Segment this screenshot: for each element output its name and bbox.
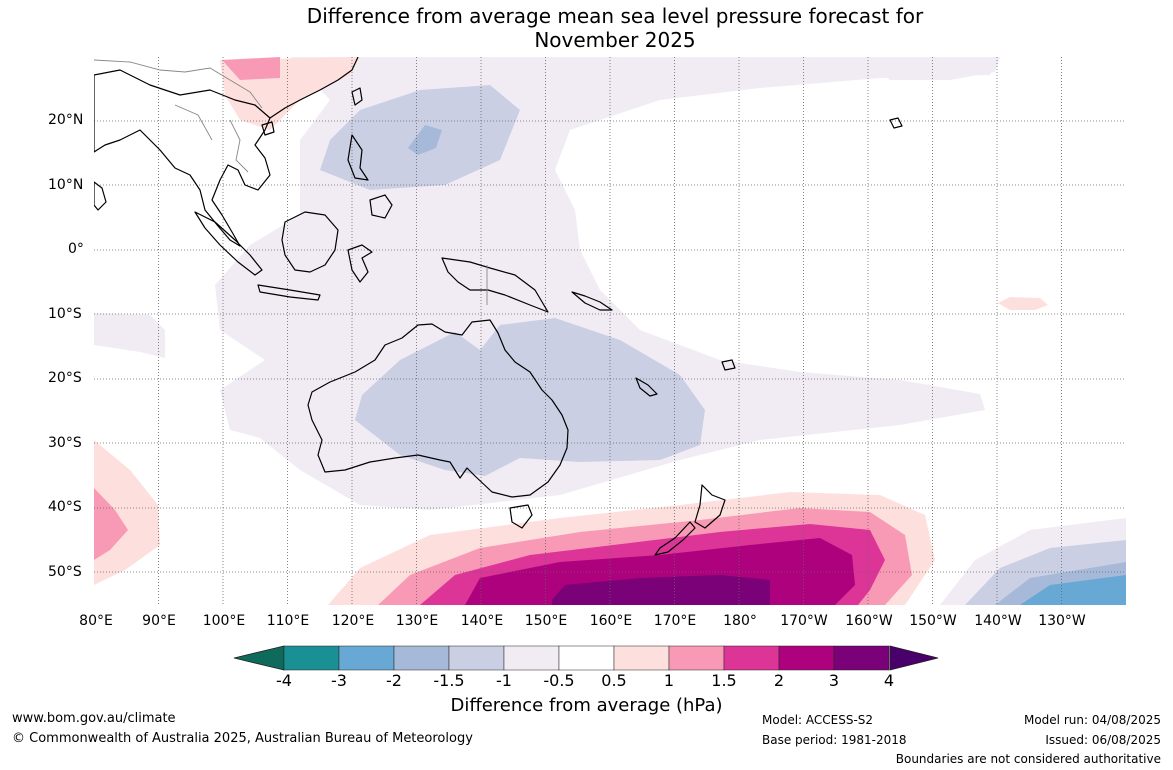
anomaly-region-neg2-southeast: [1020, 575, 1126, 605]
base-period-text: Base period: 1981-2018: [762, 733, 907, 747]
coastline-sumatra: [194, 211, 263, 276]
colorbar-label: 1: [663, 671, 675, 690]
colorbar-extend-low: [233, 645, 285, 671]
anomaly-region-neg05-west: [94, 313, 165, 358]
colorbar-label: 3: [828, 671, 840, 690]
colorbar-label: -0.5: [543, 671, 575, 690]
colorbar-label: 0.5: [601, 671, 627, 690]
coastline-new-zealand-north: [694, 484, 726, 529]
coastline-australia: [307, 319, 569, 498]
lat-label-10s: 10°S: [48, 306, 82, 322]
colorbar: [233, 645, 939, 671]
colorbar-cell: [558, 645, 615, 671]
coastline-java: [257, 284, 321, 301]
coastline-fiji: [721, 359, 736, 371]
colorbar-cell: [833, 645, 890, 671]
anomaly-region-neg05-pacific: [870, 57, 1000, 80]
website-link[interactable]: www.bom.gov.au/climate: [12, 711, 176, 726]
lon-label-140w: 140°W: [974, 613, 1022, 629]
lon-label-150w: 150°W: [909, 613, 957, 629]
model-text: Model: ACCESS-S2: [762, 713, 874, 727]
coastline-philippines-mindanao: [369, 194, 393, 219]
colorbar-label: -3: [331, 671, 347, 690]
coastline-sulawesi: [347, 244, 373, 283]
lat-label-30s: 30°S: [48, 435, 82, 451]
anomaly-region-pos05-pacific: [998, 297, 1048, 310]
coastline-new-zealand-south: [654, 521, 696, 556]
lat-label-equator: 0°: [68, 241, 84, 257]
colorbar-label: -2: [386, 671, 402, 690]
coastline-asia-mainland: [94, 69, 271, 247]
lon-label-130e: 130°E: [395, 613, 439, 629]
colorbar-cell: [723, 645, 780, 671]
colorbar-cell: [668, 645, 725, 671]
colorbar-label: 4: [883, 671, 895, 690]
country-borders: [94, 59, 488, 305]
anomaly-region-pos1-southwest: [94, 488, 128, 560]
lon-label-170e: 170°E: [653, 613, 697, 629]
lon-label-180: 180°: [723, 613, 757, 629]
colorbar-label: -4: [276, 671, 292, 690]
map-area: [94, 57, 1126, 605]
title-line-2: November 2025: [534, 28, 696, 52]
anomaly-region-pos3-south: [552, 575, 770, 605]
lat-label-20n: 20°N: [48, 112, 84, 128]
copyright-text: © Commonwealth of Australia 2025, Austra…: [12, 731, 473, 746]
colorbar-cell: [448, 645, 505, 671]
colorbar-cell: [393, 645, 450, 671]
coastline-hawaii: [889, 117, 903, 129]
coastline-china-coast: [269, 57, 359, 119]
coastline-taiwan: [351, 87, 363, 106]
lon-label-120e: 120°E: [331, 613, 375, 629]
lat-label-50s: 50°S: [48, 564, 82, 580]
colorbar-extend-high: [889, 645, 939, 671]
coastline-philippines-luzon: [347, 134, 369, 181]
coastline-sri-lanka: [94, 181, 107, 211]
coastlines: [94, 57, 903, 556]
lon-label-100e: 100°E: [202, 613, 246, 629]
issued-text: Issued: 06/08/2025: [1045, 733, 1161, 747]
lon-label-80e: 80°E: [79, 613, 113, 629]
anomaly-region-pos1-asia: [222, 57, 280, 80]
lon-label-150e: 150°E: [524, 613, 568, 629]
colorbar-cell: [778, 645, 835, 671]
lon-label-90e: 90°E: [142, 613, 176, 629]
lat-label-10n: 10°N: [48, 177, 84, 193]
coastline-solomon-islands: [571, 291, 613, 311]
lon-label-110e: 110°E: [266, 613, 310, 629]
gridlines: [94, 57, 1126, 605]
lat-label-20s: 20°S: [48, 370, 82, 386]
colorbar-cell: [283, 645, 340, 671]
model-run-text: Model run: 04/08/2025: [1023, 713, 1161, 727]
colorbar-label: -1.5: [433, 671, 465, 690]
anomaly-region-neg1-australia: [355, 318, 705, 476]
colorbar-title: Difference from average (hPa): [450, 695, 723, 716]
lon-label-160e: 160°E: [589, 613, 633, 629]
lon-label-130w: 130°W: [1038, 613, 1086, 629]
coastline-hainan: [261, 121, 275, 136]
coastline-tasmania: [509, 504, 533, 529]
colorbar-label: 1.5: [711, 671, 737, 690]
lon-label-140e: 140°E: [460, 613, 504, 629]
colorbar-label: 2: [773, 671, 785, 690]
lat-label-40s: 40°S: [48, 499, 82, 515]
colorbar-cell: [613, 645, 670, 671]
disclaimer-text: Boundaries are not considered authoritat…: [895, 752, 1161, 766]
colorbar-label: -1: [496, 671, 512, 690]
lon-label-160w: 160°W: [845, 613, 893, 629]
coastline-new-guinea: [441, 257, 549, 313]
map-title: Difference from average mean sea level p…: [0, 4, 1173, 52]
coastline-new-caledonia: [635, 377, 658, 397]
lon-label-170w: 170°W: [780, 613, 828, 629]
colorbar-cell: [338, 645, 395, 671]
colorbar-cell: [503, 645, 560, 671]
title-line-1: Difference from average mean sea level p…: [306, 4, 924, 28]
coastline-borneo: [281, 211, 339, 273]
